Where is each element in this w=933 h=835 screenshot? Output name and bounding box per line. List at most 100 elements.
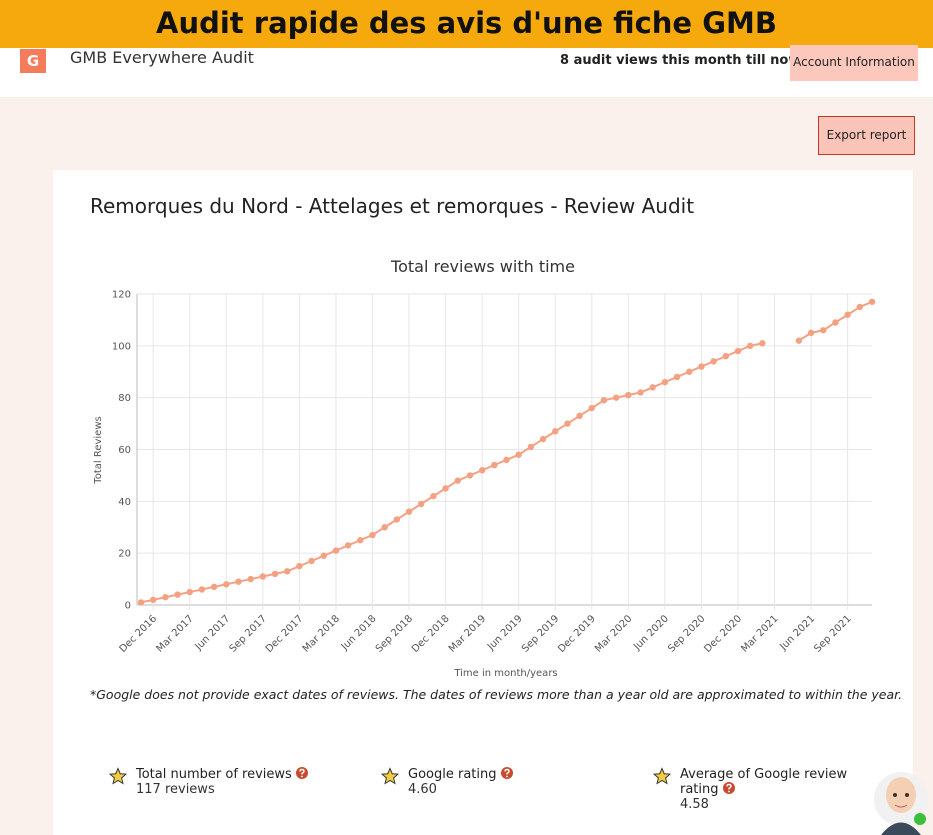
- point: [247, 575, 254, 583]
- point: [332, 547, 340, 554]
- line: [140, 342, 763, 604]
- help-icon[interactable]: [295, 767, 308, 779]
- point: [174, 591, 181, 598]
- point: [503, 456, 510, 464]
- x-tick-label: Mar 2018: [301, 613, 342, 654]
- help-icon[interactable]: [722, 782, 735, 794]
- point: [710, 358, 717, 365]
- point: [734, 347, 742, 355]
- note: *Google does not provide exact dates of …: [90, 687, 903, 702]
- card: [53, 170, 913, 835]
- y-tick-label: 80: [118, 393, 131, 404]
- x-tick-label: Dec 2020: [702, 613, 744, 655]
- point: [259, 573, 267, 580]
- star-icon: [653, 767, 671, 785]
- point: [564, 420, 571, 427]
- point: [527, 443, 535, 451]
- card-title: Remorques du Nord - Attelages et remorqu…: [90, 194, 695, 218]
- point: [649, 384, 656, 391]
- point: [844, 311, 851, 318]
- stat: Average of Google review rating 4.58: [653, 767, 855, 812]
- point: [868, 298, 876, 305]
- x-tick-label: Jun 2018: [339, 613, 379, 653]
- app-name[interactable]: GMB Everywhere Audit: [70, 48, 254, 67]
- point: [856, 303, 864, 311]
- point: [344, 542, 352, 549]
- x-tick-label: Dec 2018: [410, 613, 452, 655]
- point: [637, 389, 644, 396]
- point: [807, 329, 815, 337]
- point: [686, 368, 693, 375]
- point: [198, 586, 206, 593]
- point: [625, 391, 632, 399]
- point: [430, 492, 437, 500]
- export-button[interactable]: Export report: [818, 116, 915, 155]
- point: [418, 500, 425, 508]
- x-tick-label: Mar 2017: [154, 613, 195, 654]
- point: [454, 477, 461, 484]
- y-tick-label: 60: [118, 445, 131, 456]
- point: [820, 327, 827, 334]
- point: [673, 373, 681, 381]
- y-tick-label: 120: [112, 290, 131, 301]
- point: [296, 562, 303, 570]
- point: [698, 363, 705, 370]
- x-tick-label: Mar 2021: [739, 613, 780, 654]
- point: [515, 451, 522, 458]
- point: [149, 596, 157, 604]
- y-tick-label: 20: [118, 549, 131, 560]
- x-tick-label: Dec 2019: [556, 613, 598, 655]
- point: [162, 594, 169, 601]
- avatar[interactable]: [873, 765, 933, 835]
- point: [576, 412, 583, 420]
- point: [539, 435, 547, 443]
- point: [271, 570, 279, 578]
- x-axis-title: Time in month/years: [453, 668, 557, 679]
- x-tick-label: Jun 2019: [485, 613, 525, 653]
- point: [381, 524, 388, 531]
- x-tick-label: Dec 2016: [118, 613, 160, 655]
- stat-value: 4.60: [408, 782, 437, 797]
- point: [466, 472, 474, 479]
- chart: Total reviews with time Total Reviews Ti…: [93, 257, 876, 679]
- x-tick-label: Jun 2021: [777, 613, 817, 653]
- star-icon: [381, 767, 399, 785]
- x-tick-label: Mar 2019: [447, 613, 488, 654]
- point: [210, 583, 218, 591]
- stat: Google rating 4.60: [381, 767, 608, 797]
- stat-label: Google rating: [408, 767, 497, 782]
- x-tick-label: Jun 2017: [193, 613, 233, 653]
- point: [478, 467, 486, 474]
- logo[interactable]: G: [20, 49, 46, 73]
- x-tick-label: Sep 2019: [520, 613, 561, 654]
- point: [320, 552, 327, 559]
- x-tick-label: Dec 2017: [264, 613, 306, 655]
- point: [746, 342, 754, 350]
- y-tick-label: 100: [112, 341, 131, 352]
- star-icon: [109, 767, 127, 785]
- help-icon[interactable]: [500, 767, 513, 779]
- point: [393, 516, 401, 523]
- point: [722, 353, 729, 360]
- chart-title: Total reviews with time: [390, 257, 575, 276]
- point: [491, 461, 498, 469]
- x-tick-label: Mar 2020: [593, 613, 634, 654]
- y-tick-label: 40: [118, 497, 131, 508]
- point: [405, 508, 413, 515]
- point: [369, 531, 376, 539]
- point: [186, 588, 193, 596]
- point: [308, 557, 315, 565]
- point: [223, 581, 230, 588]
- point: [600, 397, 608, 404]
- x-tick-label: Sep 2017: [228, 613, 269, 654]
- point: [612, 394, 620, 401]
- stat-value: 4.58: [680, 797, 709, 812]
- stat: Total number of reviews 117 reviews: [109, 767, 336, 797]
- x-tick-label: Sep 2018: [374, 613, 415, 654]
- point: [661, 378, 669, 386]
- x-tick-label: Jun 2020: [631, 613, 671, 653]
- account-button[interactable]: Account Information: [790, 45, 918, 81]
- top-bar: [0, 48, 933, 97]
- audit-views: 8 audit views this month till now.: [560, 53, 805, 68]
